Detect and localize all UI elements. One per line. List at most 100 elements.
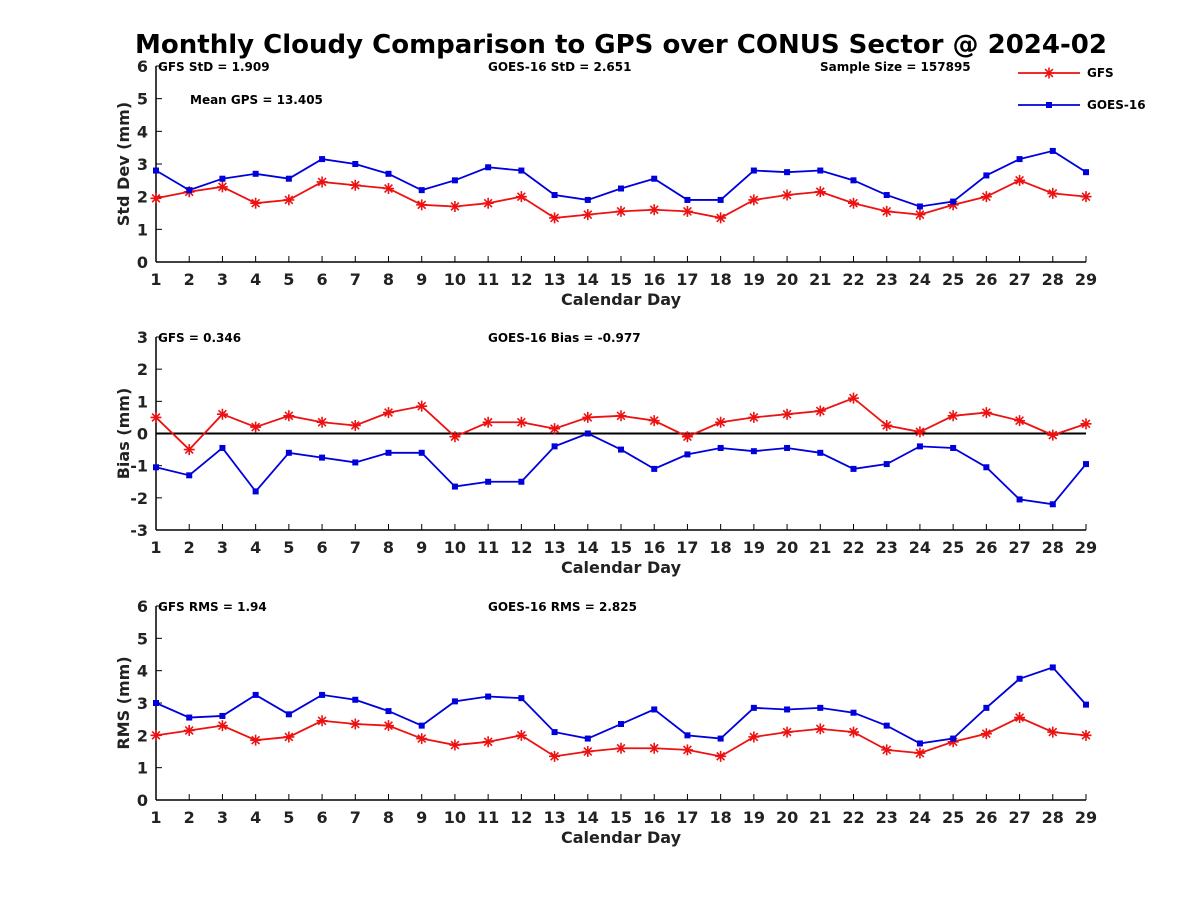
- gfs-point-marker: [881, 205, 893, 217]
- x-tick-label: 7: [350, 270, 361, 289]
- stat-annotation: GFS StD = 1.909: [158, 60, 270, 74]
- goes-point-marker: [418, 722, 425, 729]
- gfs-point-marker: [216, 408, 228, 420]
- goes-point-marker: [1049, 664, 1056, 671]
- goes-point-marker: [850, 177, 857, 184]
- goes-point-marker: [817, 167, 824, 174]
- x-tick-label: 4: [250, 808, 261, 827]
- goes-point-marker: [153, 700, 159, 706]
- goes-point-marker: [950, 444, 957, 451]
- gfs-point-marker: [316, 416, 328, 428]
- x-tick-label: 18: [710, 538, 732, 557]
- gfs-point-marker: [449, 200, 461, 212]
- x-tick-label: 19: [743, 270, 765, 289]
- gfs-point-marker: [150, 729, 162, 741]
- goes-point-marker: [418, 449, 425, 456]
- x-tick-label: 16: [643, 270, 665, 289]
- x-axis-label: Calendar Day: [561, 558, 682, 577]
- goes-point-marker: [551, 192, 558, 199]
- goes-point-marker: [1049, 501, 1056, 508]
- x-tick-label: 22: [842, 270, 864, 289]
- x-tick-label: 29: [1075, 270, 1097, 289]
- goes-point-marker: [418, 187, 425, 194]
- x-tick-label: 5: [283, 270, 294, 289]
- gfs-point-marker: [914, 209, 926, 221]
- goes-point-marker: [451, 177, 458, 184]
- gfs-point-marker: [150, 411, 162, 423]
- gfs-point-marker: [582, 746, 594, 757]
- goes-point-marker: [186, 714, 193, 721]
- goes-point-marker: [518, 695, 525, 702]
- y-tick-label: 3: [137, 155, 148, 174]
- gfs-point-marker: [615, 410, 627, 422]
- goes-point-marker: [252, 170, 259, 177]
- gfs-point-marker: [216, 181, 228, 193]
- x-tick-label: 5: [283, 808, 294, 827]
- x-tick-label: 9: [416, 538, 427, 557]
- gfs-point-marker: [881, 744, 893, 756]
- gfs-point-marker: [980, 191, 992, 203]
- y-tick-label: 1: [137, 220, 148, 239]
- legend-star-marker: [1043, 67, 1055, 79]
- x-tick-label: 20: [776, 808, 798, 827]
- goes-point-marker: [385, 449, 392, 456]
- goes-point-marker: [1016, 156, 1023, 163]
- y-tick-label: 3: [137, 694, 148, 713]
- x-tick-label: 11: [477, 538, 499, 557]
- x-tick-label: 12: [510, 808, 532, 827]
- x-tick-label: 15: [610, 538, 632, 557]
- goes-point-marker: [784, 706, 791, 713]
- goes-point-marker: [219, 175, 226, 182]
- y-tick-label: 0: [137, 253, 148, 272]
- x-tick-label: 1: [150, 538, 161, 557]
- goes-point-marker: [352, 161, 359, 167]
- gfs-point-marker: [1080, 191, 1092, 203]
- gfs-point-marker: [216, 720, 228, 732]
- goes-point-marker: [451, 483, 458, 490]
- gfs-point-marker: [183, 724, 195, 736]
- y-tick-label: 2: [137, 360, 148, 379]
- gfs-point-marker: [781, 189, 793, 201]
- x-tick-label: 18: [710, 808, 732, 827]
- gfs-point-marker: [1047, 187, 1059, 199]
- x-tick-label: 27: [1008, 808, 1030, 827]
- goes-point-marker: [252, 691, 259, 698]
- goes-point-marker: [651, 706, 658, 713]
- goes-point-marker: [916, 740, 923, 747]
- gfs-point-marker: [150, 192, 162, 204]
- y-tick-label: 4: [137, 122, 148, 141]
- stat-annotation: GOES-16 Bias = -0.977: [488, 331, 641, 345]
- x-axis-label: Calendar Day: [561, 828, 682, 847]
- gfs-point-marker: [316, 176, 328, 188]
- std-dev-panel: 1 2 3 4 5 6 7 8 9 10 11 12 13 14 15 16 17 18 19 20 21 22 23 24 2…: [114, 57, 1097, 309]
- goes-point-marker: [1083, 461, 1089, 468]
- goes-point-marker: [352, 459, 359, 466]
- goes-point-marker: [618, 721, 624, 728]
- goes-point-marker: [750, 167, 757, 174]
- goes-point-marker: [983, 704, 990, 711]
- goes-point-marker: [850, 465, 857, 472]
- gfs-point-marker: [515, 729, 527, 741]
- gfs-point-marker: [681, 744, 693, 756]
- x-tick-label: 24: [909, 270, 931, 289]
- x-tick-label: 6: [317, 270, 328, 289]
- stat-annotation: GFS = 0.346: [158, 331, 241, 345]
- gfs-point-marker: [881, 419, 893, 431]
- x-tick-label: 10: [444, 270, 466, 289]
- goes-point-marker: [584, 735, 591, 742]
- goes-point-marker: [684, 451, 691, 458]
- y-tick-label: 0: [137, 425, 148, 444]
- goes-point-marker: [485, 478, 492, 485]
- x-tick-label: 18: [710, 270, 732, 289]
- x-axis-label: Calendar Day: [561, 290, 682, 309]
- gfs-point-marker: [482, 736, 494, 748]
- x-tick-label: 10: [444, 808, 466, 827]
- x-tick-label: 26: [975, 808, 997, 827]
- gfs-point-marker: [1047, 726, 1059, 738]
- goes-point-marker: [618, 446, 624, 453]
- goes-point-marker: [916, 443, 923, 450]
- gfs-point-marker: [748, 411, 760, 423]
- gfs-point-marker: [515, 416, 527, 428]
- goes-point-marker: [950, 735, 957, 742]
- x-tick-label: 7: [350, 538, 361, 557]
